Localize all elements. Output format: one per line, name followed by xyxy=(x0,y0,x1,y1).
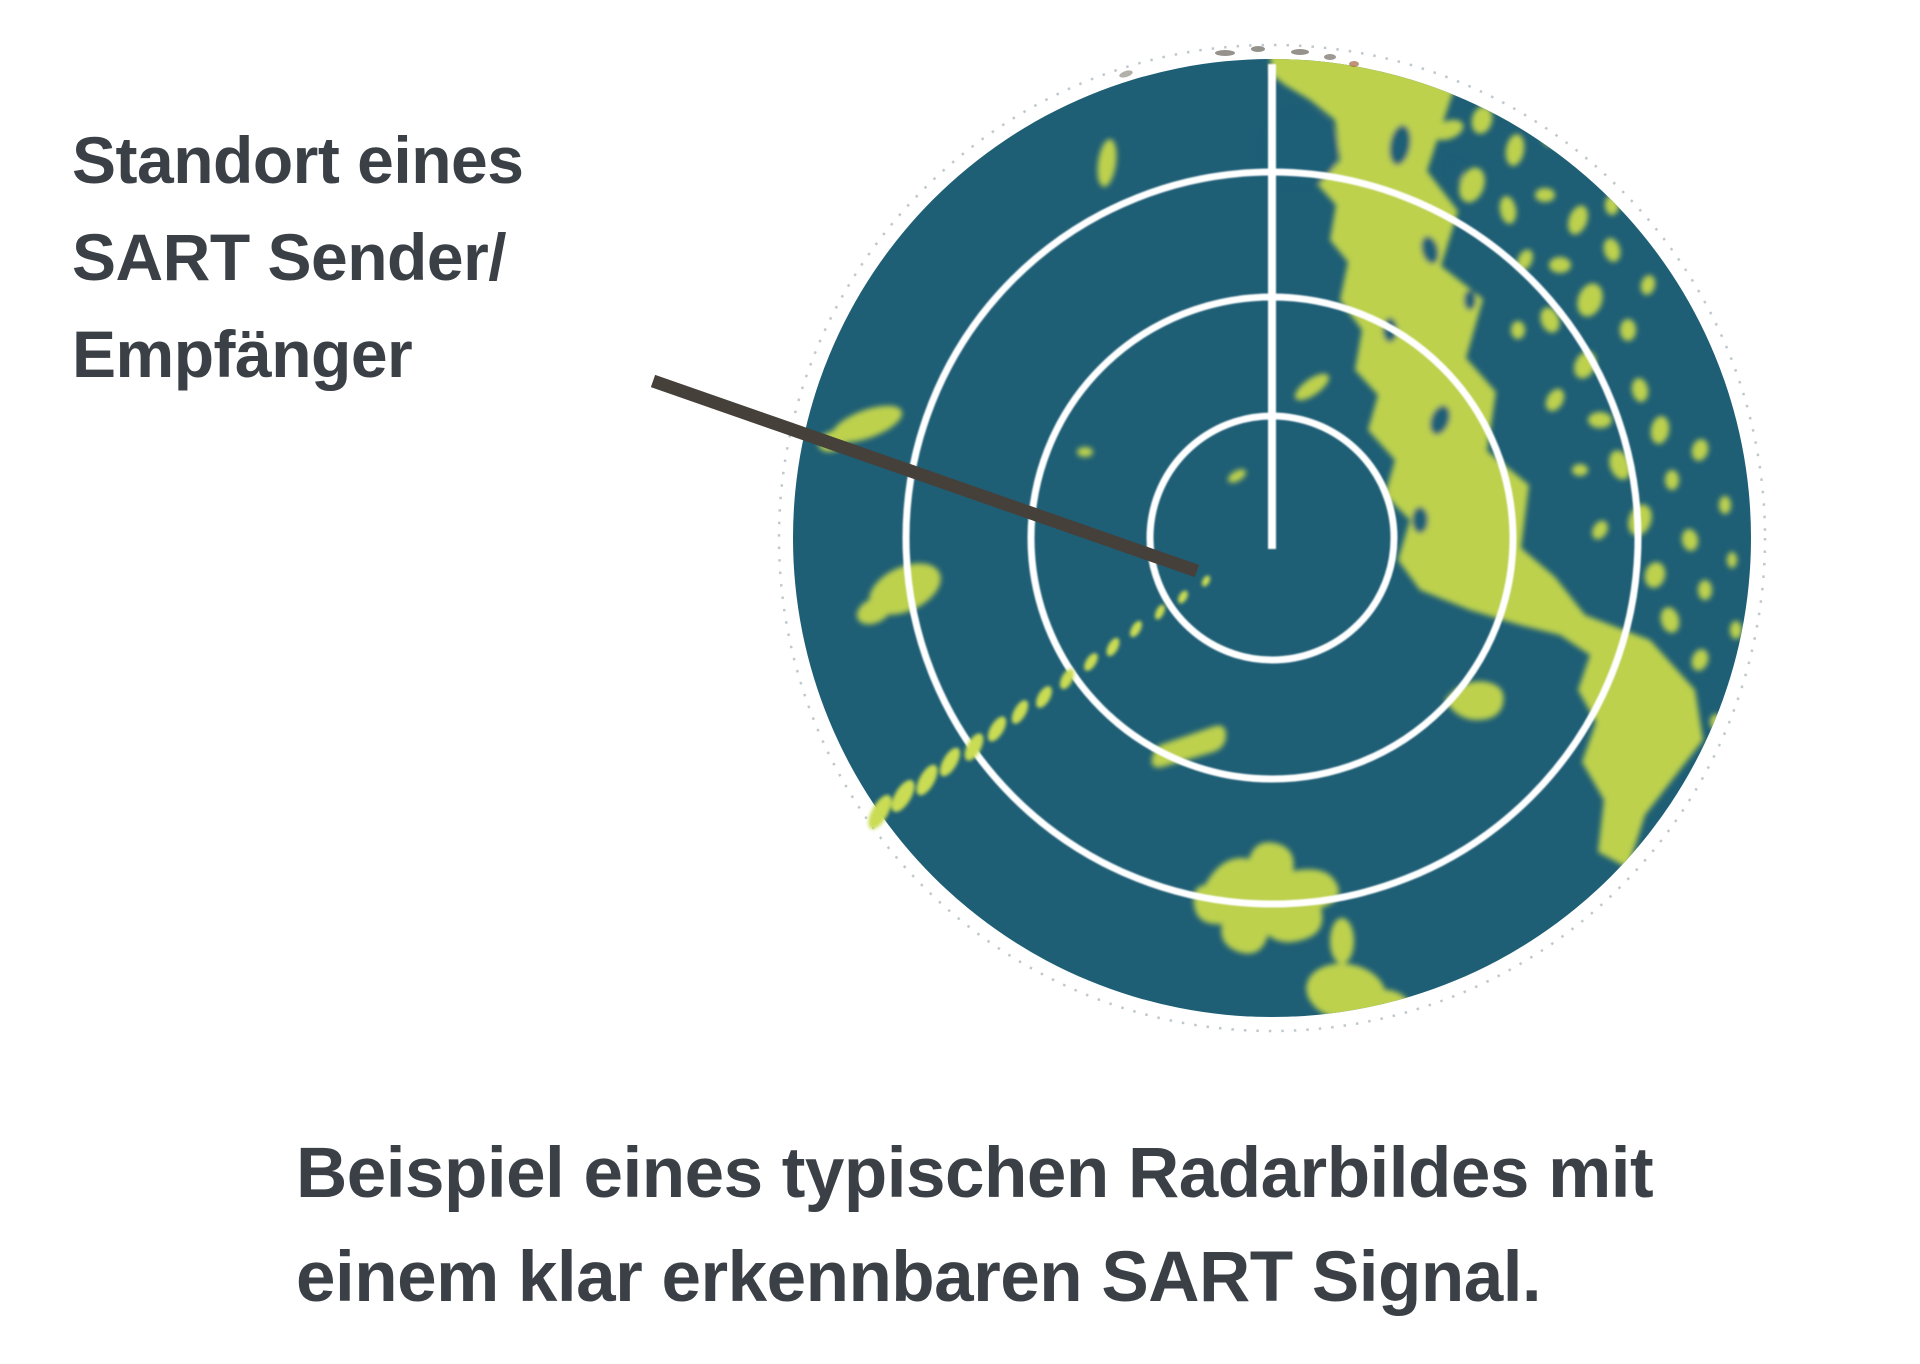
sart-location-label: Standort eines SART Sender/ Empfänger xyxy=(72,123,524,391)
sart-signal-dots xyxy=(868,575,1211,830)
radar-rim-dotted-border xyxy=(777,43,1767,1033)
radar-range-rings xyxy=(902,64,1642,908)
radar-rim-flecks xyxy=(1119,46,1359,78)
figure-caption: Beispiel eines typischen Radarbildes mit… xyxy=(296,1134,1654,1317)
radar-bottom-landmass xyxy=(1193,842,1410,1017)
label-pointer-line xyxy=(650,374,1200,578)
